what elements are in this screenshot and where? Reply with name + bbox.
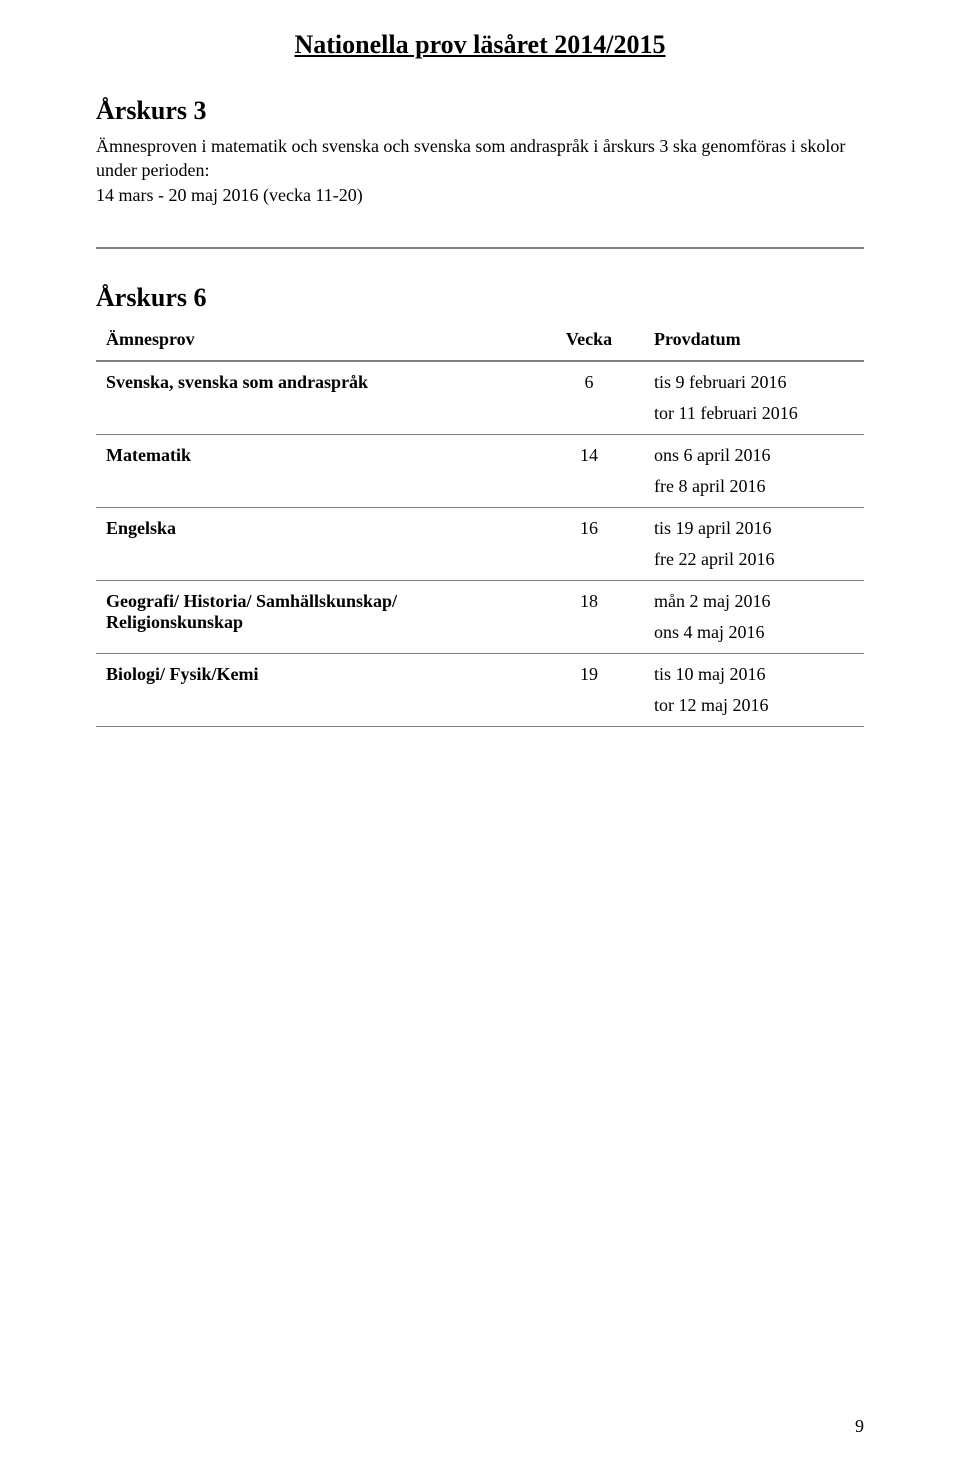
cell-subject: Geografi/ Historia/ Samhällskunskap/ Rel… bbox=[96, 580, 534, 653]
cell-vecka: 19 bbox=[534, 653, 644, 726]
amnesprov-table: Ämnesprov Vecka Provdatum Svenska, svens… bbox=[96, 321, 864, 727]
row-date2: fre 22 april 2016 bbox=[654, 549, 854, 570]
cell-provdatum: tis 10 maj 2016 tor 12 maj 2016 bbox=[644, 653, 864, 726]
cell-vecka: 16 bbox=[534, 507, 644, 580]
page-number: 9 bbox=[855, 1416, 864, 1437]
section-heading-ak3: Årskurs 3 bbox=[96, 96, 864, 126]
table-header-row: Ämnesprov Vecka Provdatum bbox=[96, 321, 864, 361]
col-header-vecka: Vecka bbox=[534, 321, 644, 361]
cell-subject: Biologi/ Fysik/Kemi bbox=[96, 653, 534, 726]
table-row: Matematik 14 ons 6 april 2016 fre 8 apri… bbox=[96, 434, 864, 507]
cell-vecka: 14 bbox=[534, 434, 644, 507]
row-date1: mån 2 maj 2016 bbox=[654, 591, 854, 612]
cell-provdatum: mån 2 maj 2016 ons 4 maj 2016 bbox=[644, 580, 864, 653]
cell-provdatum: ons 6 april 2016 fre 8 april 2016 bbox=[644, 434, 864, 507]
cell-provdatum: tis 19 april 2016 fre 22 april 2016 bbox=[644, 507, 864, 580]
col-header-amnesprov: Ämnesprov bbox=[96, 321, 534, 361]
cell-vecka: 18 bbox=[534, 580, 644, 653]
row-date2: fre 8 april 2016 bbox=[654, 476, 854, 497]
row-date1: tis 19 april 2016 bbox=[654, 518, 854, 539]
col-header-provdatum: Provdatum bbox=[644, 321, 864, 361]
table-row: Svenska, svenska som andraspråk 6 tis 9 … bbox=[96, 361, 864, 435]
row-date2: ons 4 maj 2016 bbox=[654, 622, 854, 643]
row-date2: tor 12 maj 2016 bbox=[654, 695, 854, 716]
cell-vecka: 6 bbox=[534, 361, 644, 435]
cell-subject: Engelska bbox=[96, 507, 534, 580]
cell-provdatum: tis 9 februari 2016 tor 11 februari 2016 bbox=[644, 361, 864, 435]
cell-subject: Svenska, svenska som andraspråk bbox=[96, 361, 534, 435]
row-date2: tor 11 februari 2016 bbox=[654, 403, 854, 424]
section-divider bbox=[96, 247, 864, 249]
section-heading-ak6: Årskurs 6 bbox=[96, 283, 864, 313]
row-date1: ons 6 april 2016 bbox=[654, 445, 854, 466]
table-row: Geografi/ Historia/ Samhällskunskap/ Rel… bbox=[96, 580, 864, 653]
intro-block-ak3: Ämnesproven i matematik och svenska och … bbox=[96, 134, 864, 207]
intro-text-ak3: Ämnesproven i matematik och svenska och … bbox=[96, 136, 845, 180]
row-date1: tis 10 maj 2016 bbox=[654, 664, 854, 685]
cell-subject: Matematik bbox=[96, 434, 534, 507]
intro-period-ak3: 14 mars - 20 maj 2016 (vecka 11-20) bbox=[96, 185, 363, 205]
row-date1: tis 9 februari 2016 bbox=[654, 372, 854, 393]
table-row: Engelska 16 tis 19 april 2016 fre 22 apr… bbox=[96, 507, 864, 580]
table-row: Biologi/ Fysik/Kemi 19 tis 10 maj 2016 t… bbox=[96, 653, 864, 726]
page-title: Nationella prov läsåret 2014/2015 bbox=[96, 30, 864, 60]
